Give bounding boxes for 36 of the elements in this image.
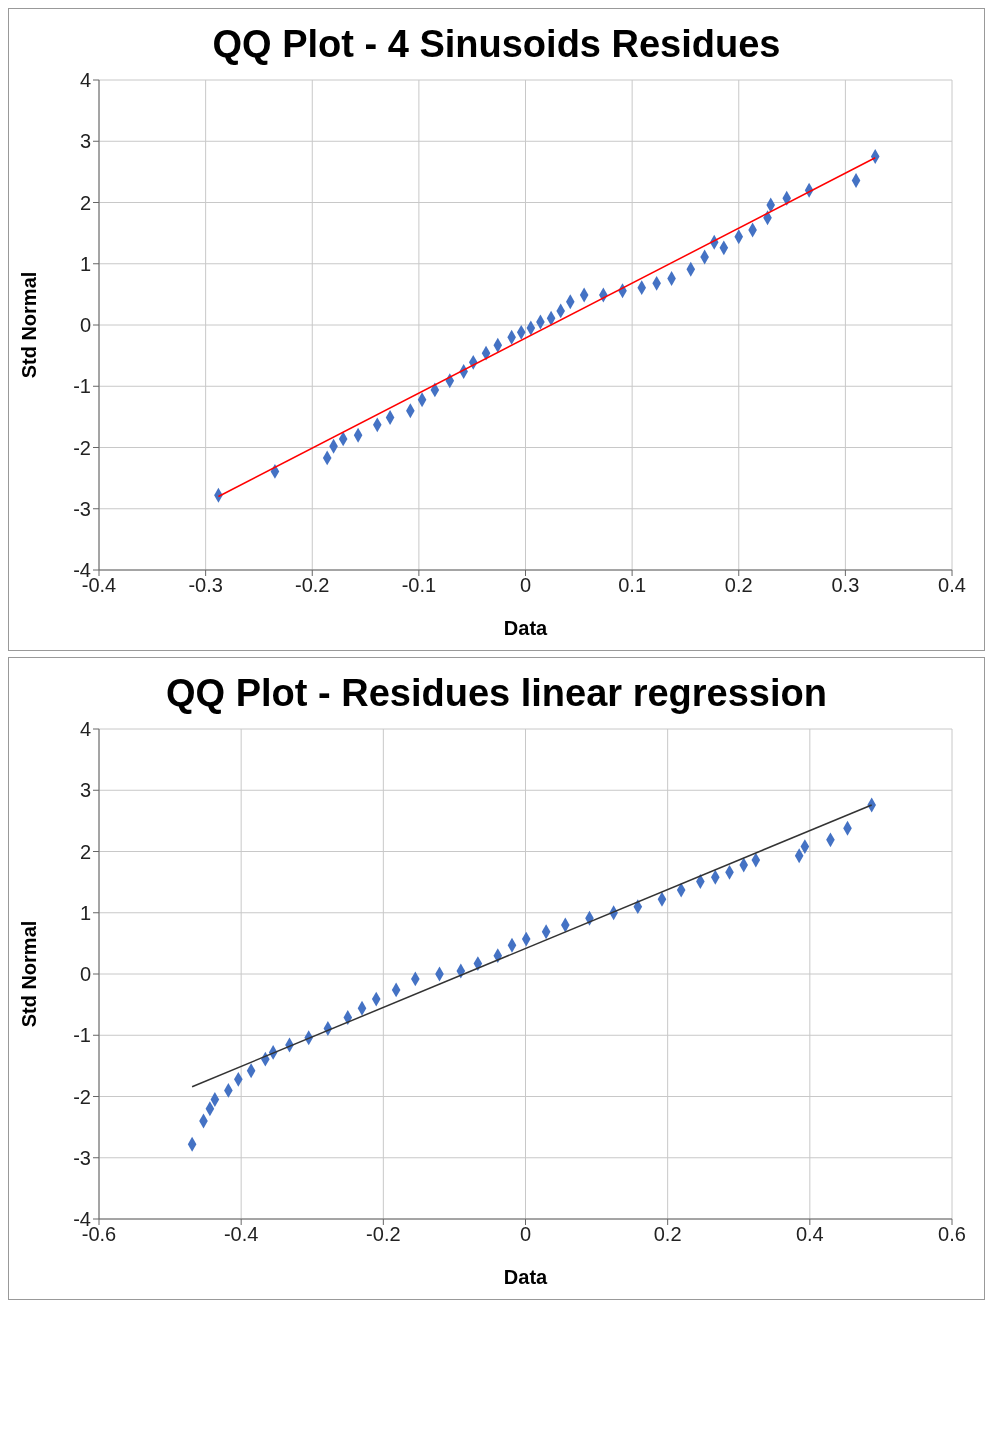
- y-tick-label: 2: [79, 840, 91, 863]
- y-tick-label: 0: [79, 963, 91, 986]
- y-tick-label: 0: [79, 314, 91, 337]
- x-tick-label: 0.2: [653, 1223, 682, 1246]
- y-tick-label: -1: [73, 1024, 91, 1047]
- x-axis-title: Data: [503, 617, 549, 639]
- chart-title: QQ Plot - 4 Sinusoids Residues: [211, 22, 782, 67]
- y-tick-label: 1: [79, 901, 91, 924]
- y-tick-label: -2: [73, 1085, 91, 1108]
- x-tick-label: -0.2: [295, 574, 330, 597]
- x-tick-label: 0: [519, 1223, 532, 1246]
- y-axis-title: Std Normal: [18, 920, 41, 1028]
- x-tick-label: 0.4: [795, 1223, 824, 1246]
- chart-title: QQ Plot - Residues linear regression: [165, 671, 828, 716]
- x-tick-label: 0.6: [938, 1223, 966, 1246]
- x-tick-label: 0: [519, 574, 532, 597]
- y-tick-label: 4: [79, 718, 91, 741]
- x-tick-label: -0.2: [366, 1223, 401, 1246]
- y-tick-label: -1: [73, 375, 91, 398]
- x-tick-label: 0.1: [618, 574, 647, 597]
- x-tick-label: 0.4: [938, 574, 966, 597]
- x-tick-label: -0.4: [223, 1223, 259, 1246]
- x-tick-label: 0.2: [724, 574, 753, 597]
- y-tick-label: -3: [73, 497, 91, 520]
- y-tick-label: 2: [79, 191, 91, 214]
- x-tick-label: 0.3: [831, 574, 860, 597]
- y-tick-label: 1: [79, 252, 91, 275]
- x-tick-label: -0.1: [401, 574, 437, 597]
- x-tick-label: -0.3: [188, 574, 223, 597]
- y-tick-label: -2: [73, 436, 91, 459]
- y-tick-label: 4: [79, 69, 91, 92]
- x-axis-title: Data: [503, 1266, 549, 1288]
- y-tick-label: 3: [79, 779, 91, 802]
- y-tick-label: 3: [79, 130, 91, 153]
- y-tick-label: -3: [73, 1146, 91, 1169]
- y-axis-title: Std Normal: [18, 271, 41, 379]
